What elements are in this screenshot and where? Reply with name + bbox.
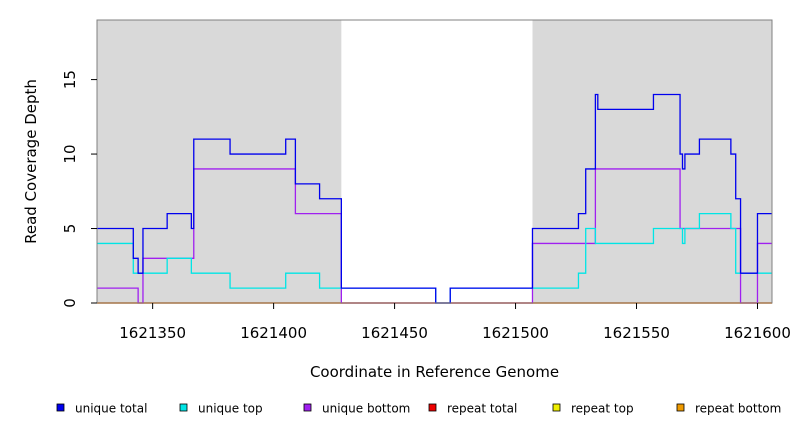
legend-swatch: [552, 403, 561, 412]
legend-item-unique-bottom: unique bottom: [303, 402, 410, 416]
shaded-region-1: [97, 20, 342, 303]
plot-frame: [96, 19, 773, 304]
y-axis: 0 5 10 15: [61, 70, 97, 308]
legend-item-unique-top: unique top: [179, 402, 263, 416]
legend-label: unique total: [75, 402, 147, 416]
legend-swatch: [303, 403, 312, 412]
y-tick-label: 0: [61, 298, 79, 308]
shaded-region-2: [532, 20, 772, 303]
y-axis-title: Read Coverage Depth: [22, 79, 40, 244]
legend-item-repeat-total: repeat total: [428, 402, 517, 416]
x-tick-label: 1621500: [482, 324, 549, 342]
x-tick-label: 1621400: [240, 324, 307, 342]
legend-label: unique bottom: [322, 402, 410, 416]
x-tick-label: 1621450: [361, 324, 428, 342]
legend-item-unique-total: unique total: [56, 402, 147, 416]
legend-swatch: [428, 403, 437, 412]
x-axis: 1621350 1621400 1621450 1621500 1621550 16216…: [119, 303, 791, 342]
legend-label: repeat top: [571, 402, 634, 416]
legend-label: repeat total: [447, 402, 517, 416]
y-tick-label: 15: [61, 70, 79, 89]
x-tick-label: 1621350: [119, 324, 186, 342]
shaded-regions: [97, 20, 772, 303]
x-axis-title: Coordinate in Reference Genome: [310, 363, 559, 381]
legend-swatch: [179, 403, 188, 412]
legend-item-repeat-bottom: repeat bottom: [676, 402, 781, 416]
legend-label: repeat bottom: [695, 402, 781, 416]
y-tick-label: 10: [61, 145, 79, 164]
legend: unique total unique top unique bottom repea…: [56, 402, 781, 416]
x-tick-label: 1621550: [603, 324, 670, 342]
legend-label: unique top: [198, 402, 263, 416]
legend-item-repeat-top: repeat top: [552, 402, 634, 416]
legend-swatch: [56, 403, 65, 412]
legend-swatch: [676, 403, 685, 412]
y-tick-label: 5: [61, 224, 79, 234]
x-tick-label: 1621600: [724, 324, 791, 342]
series-line-unique-total: [97, 93, 772, 304]
series-line-unique-top: [97, 212, 772, 304]
